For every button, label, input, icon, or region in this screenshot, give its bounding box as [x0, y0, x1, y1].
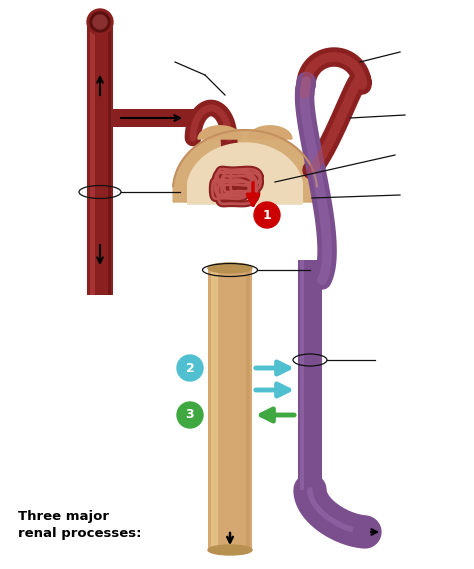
Bar — [246, 268, 250, 550]
Circle shape — [93, 15, 107, 29]
Bar — [112, 109, 194, 127]
Ellipse shape — [208, 545, 252, 555]
Bar — [211, 268, 218, 550]
Circle shape — [177, 355, 203, 381]
Text: Three major
renal processes:: Three major renal processes: — [18, 510, 142, 540]
Circle shape — [177, 402, 203, 428]
Text: 2: 2 — [186, 361, 194, 374]
Polygon shape — [173, 130, 317, 202]
Polygon shape — [198, 126, 242, 139]
Circle shape — [90, 12, 110, 32]
Text: 1: 1 — [263, 208, 272, 221]
Polygon shape — [188, 143, 302, 204]
Bar — [298, 260, 322, 490]
Bar — [87, 22, 113, 295]
Bar — [90, 22, 95, 295]
Circle shape — [254, 202, 280, 228]
Polygon shape — [248, 126, 292, 139]
Ellipse shape — [353, 523, 377, 541]
Text: 3: 3 — [186, 409, 194, 422]
Bar — [108, 22, 111, 295]
Ellipse shape — [208, 263, 252, 273]
Circle shape — [87, 9, 113, 35]
Bar — [300, 260, 304, 490]
Bar — [208, 268, 252, 550]
